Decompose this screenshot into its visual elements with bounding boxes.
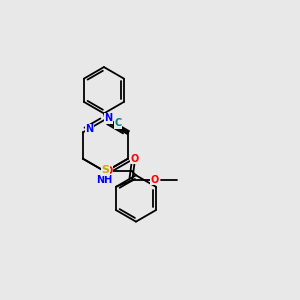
Text: N: N (85, 124, 93, 134)
Text: N: N (104, 113, 112, 123)
Text: S: S (102, 165, 110, 175)
Text: O: O (130, 154, 138, 164)
Text: O: O (104, 166, 112, 176)
Text: NH: NH (96, 175, 112, 185)
Text: C: C (114, 118, 122, 128)
Text: O: O (150, 175, 159, 185)
